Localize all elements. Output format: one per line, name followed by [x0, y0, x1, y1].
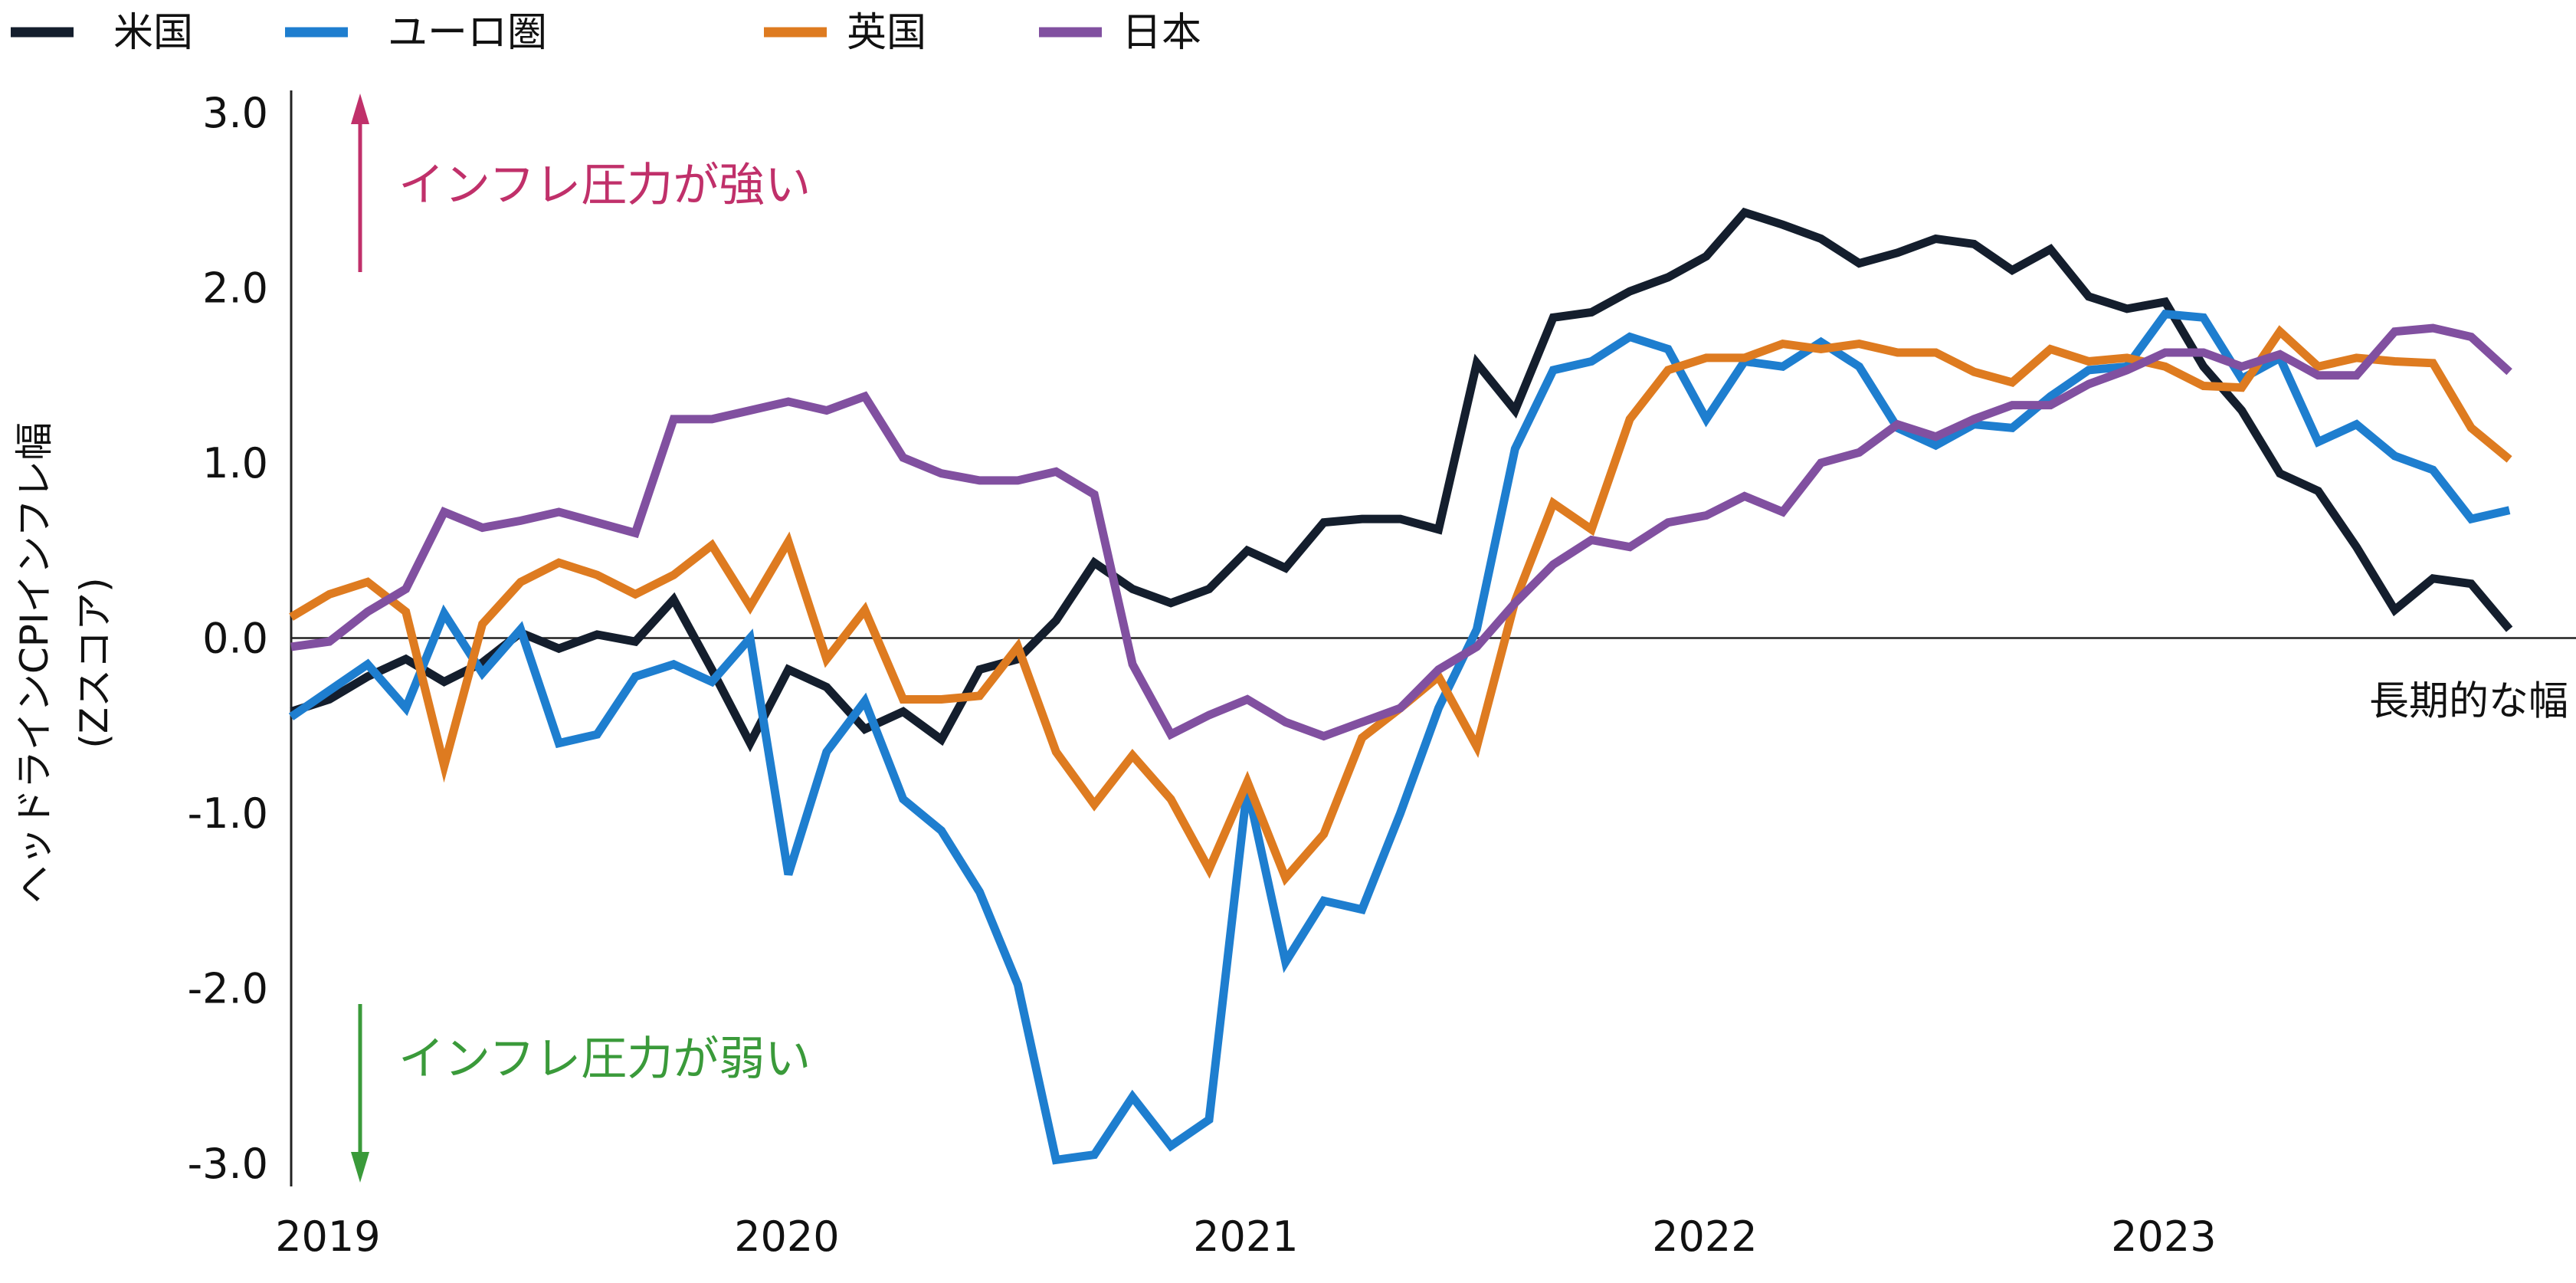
- legend-item: 英国: [764, 10, 926, 56]
- x-tick-label: 2023: [2111, 1212, 2216, 1261]
- series-line: [290, 207, 2513, 753]
- legend-label: 日本: [1122, 10, 1201, 56]
- y-tick-label: 3.0: [202, 89, 268, 137]
- legend-item: 日本: [1039, 10, 1201, 56]
- x-tick-label: 2022: [1652, 1212, 1757, 1261]
- series-line: [288, 310, 2511, 1165]
- series-lines: [288, 207, 2513, 1165]
- x-tick-label: 2021: [1193, 1212, 1298, 1261]
- x-tick-labels: 2019 2020 2021 2022 2023: [275, 1212, 2216, 1261]
- arrow-down-head: [351, 1152, 369, 1183]
- series-line: [290, 323, 2512, 741]
- annotation-down-text: インフレ圧力が弱い: [398, 1032, 811, 1086]
- legend-item: ユーロ圏: [285, 10, 547, 56]
- y-axis-title: ヘッドラインCPIインフレ幅 (Zスコア): [12, 422, 116, 904]
- annotation-up-text: インフレ圧力が強い: [398, 159, 811, 212]
- annotation-down: インフレ圧力が弱い: [351, 1004, 811, 1183]
- x-tick-label: 2020: [734, 1212, 839, 1261]
- series-line: [289, 325, 2512, 886]
- legend-label: ユーロ圏: [388, 10, 547, 56]
- y-tick-label: -3.0: [188, 1140, 268, 1188]
- y-axis-title-line1: ヘッドラインCPIインフレ幅: [12, 422, 57, 904]
- legend-label: 英国: [847, 10, 926, 56]
- y-tick-label: 1.0: [202, 439, 268, 487]
- legend: 米国 ユーロ圏 英国 日本: [11, 10, 1201, 56]
- zero-line-label: 長期的な幅: [2369, 679, 2568, 725]
- y-tick-label: -1.0: [188, 789, 268, 838]
- y-tick-label: -2.0: [188, 965, 268, 1013]
- y-tick-label: 2.0: [202, 264, 268, 313]
- annotation-up: インフレ圧力が強い: [351, 94, 811, 272]
- legend-item: 米国: [11, 10, 193, 56]
- y-axis-title-line2: (Zスコア): [72, 577, 116, 748]
- legend-label: 米国: [113, 10, 193, 56]
- x-tick-label: 2019: [275, 1212, 380, 1261]
- y-tick-label: 0.0: [202, 615, 268, 663]
- arrow-up-head: [351, 94, 369, 124]
- y-tick-labels: 3.0 2.0 1.0 0.0 -1.0 -2.0 -3.0: [188, 89, 268, 1188]
